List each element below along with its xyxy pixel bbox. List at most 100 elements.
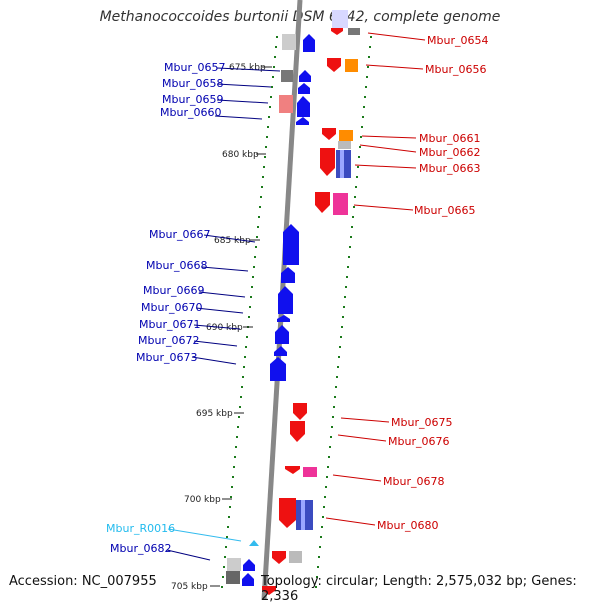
gc-tick [321, 526, 323, 528]
gc-tick [265, 146, 267, 148]
gc-tick [249, 306, 251, 308]
gene-block [281, 70, 293, 82]
gc-tick [275, 46, 277, 48]
gene-label-mbur-0659[interactable]: Mbur_0659 [162, 93, 223, 106]
gene-label-mbur-0678[interactable]: Mbur_0678 [383, 475, 444, 488]
gc-tick [238, 416, 240, 418]
gene-arrow [243, 559, 255, 571]
gene-label-mbur-0673[interactable]: Mbur_0673 [136, 351, 197, 364]
scale-label-675: 675 kbp [229, 63, 266, 73]
gc-tick [227, 526, 229, 528]
gene-block [226, 571, 240, 584]
gene-block [338, 141, 351, 149]
gc-tick [345, 286, 347, 288]
gene-arrow [242, 573, 254, 586]
gc-tick [365, 86, 367, 88]
gc-tick [344, 296, 346, 298]
gene-label-mbur-0668[interactable]: Mbur_0668 [146, 259, 207, 272]
gene-label-mbur-0663[interactable]: Mbur_0663 [419, 162, 480, 175]
gc-tick [221, 586, 223, 588]
gc-tick [324, 496, 326, 498]
gene-block [301, 500, 305, 530]
gc-tick [248, 316, 250, 318]
gc-tick [341, 326, 343, 328]
gene-arrow [262, 586, 276, 595]
gene-arrow [297, 96, 310, 117]
gc-tick [237, 426, 239, 428]
gene-arrow [272, 551, 286, 564]
gc-tick [272, 76, 274, 78]
gc-tick [232, 476, 234, 478]
gc-tick [257, 226, 259, 228]
gc-tick [334, 396, 336, 398]
gc-tick [358, 156, 360, 158]
gene-block [340, 150, 344, 178]
gc-tick [242, 376, 244, 378]
gene-label-mbur-0658[interactable]: Mbur_0658 [162, 77, 223, 90]
gc-tick [355, 186, 357, 188]
gc-tick [350, 236, 352, 238]
gc-tick [271, 86, 273, 88]
gc-tick [338, 356, 340, 358]
gene-arrow [303, 34, 315, 52]
gene-block [279, 95, 293, 113]
gene-label-mbur-0660[interactable]: Mbur_0660 [160, 106, 221, 119]
gene-block [282, 34, 296, 50]
gene-arrow [296, 117, 309, 125]
gc-tick [229, 506, 231, 508]
gc-tick [273, 66, 275, 68]
gc-tick [361, 126, 363, 128]
gene-label-mbur-0669[interactable]: Mbur_0669 [143, 284, 204, 297]
gene-label-mbur-0676[interactable]: Mbur_0676 [388, 435, 449, 448]
gc-tick [337, 366, 339, 368]
gene-label-mbur-0671[interactable]: Mbur_0671 [139, 318, 200, 331]
gene-label-mbur-0662[interactable]: Mbur_0662 [419, 146, 480, 159]
gc-tick [267, 126, 269, 128]
gc-tick [326, 476, 328, 478]
gc-tick [331, 426, 333, 428]
gene-label-mbur-0667[interactable]: Mbur_0667 [149, 228, 210, 241]
gene-label-mbur-0656[interactable]: Mbur_0656 [425, 63, 486, 76]
scale-label-695: 695 kbp [196, 409, 233, 419]
gc-tick [346, 276, 348, 278]
gene-label-mbur-0654[interactable]: Mbur_0654 [427, 34, 488, 47]
gc-tick [224, 556, 226, 558]
gc-tick [367, 66, 369, 68]
scale-label-705: 705 kbp [171, 582, 208, 592]
gc-tick [222, 576, 224, 578]
gc-tick [233, 466, 235, 468]
gene-label-mbur-0657[interactable]: Mbur_0657 [164, 61, 225, 74]
gene-label-mbur-0672[interactable]: Mbur_0672 [138, 334, 199, 347]
gc-tick [225, 546, 227, 548]
gc-tick [243, 366, 245, 368]
gc-tick [239, 406, 241, 408]
gc-tick [359, 146, 361, 148]
gc-tick [323, 506, 325, 508]
gc-tick [253, 266, 255, 268]
gene-block [296, 34, 299, 50]
gc-tick [318, 556, 320, 558]
gc-tick [260, 196, 262, 198]
gene-label-mbur-r0016[interactable]: Mbur_R0016 [106, 522, 175, 535]
gene-label-mbur-0682[interactable]: Mbur_0682 [110, 542, 171, 555]
gene-label-mbur-0665[interactable]: Mbur_0665 [414, 204, 475, 217]
gene-label-mbur-0670[interactable]: Mbur_0670 [141, 301, 202, 314]
gene-arrow [283, 224, 299, 265]
gc-tick [245, 346, 247, 348]
left-leader-lines [166, 67, 281, 561]
gene-arrow [281, 267, 295, 283]
gc-tick [356, 176, 358, 178]
gene-block [339, 130, 353, 141]
right-leader-lines [325, 32, 426, 526]
gene-block [345, 59, 358, 72]
gene-label-mbur-0661[interactable]: Mbur_0661 [419, 132, 480, 145]
gene-arrow [279, 498, 296, 528]
gene-arrow [290, 421, 305, 442]
gene-label-mbur-0675[interactable]: Mbur_0675 [391, 416, 452, 429]
gc-tick [270, 96, 272, 98]
gene-arrow [299, 70, 311, 82]
gene-block [332, 10, 348, 28]
gc-tick [340, 336, 342, 338]
gene-label-mbur-0680[interactable]: Mbur_0680 [377, 519, 438, 532]
gc-tick [343, 306, 345, 308]
